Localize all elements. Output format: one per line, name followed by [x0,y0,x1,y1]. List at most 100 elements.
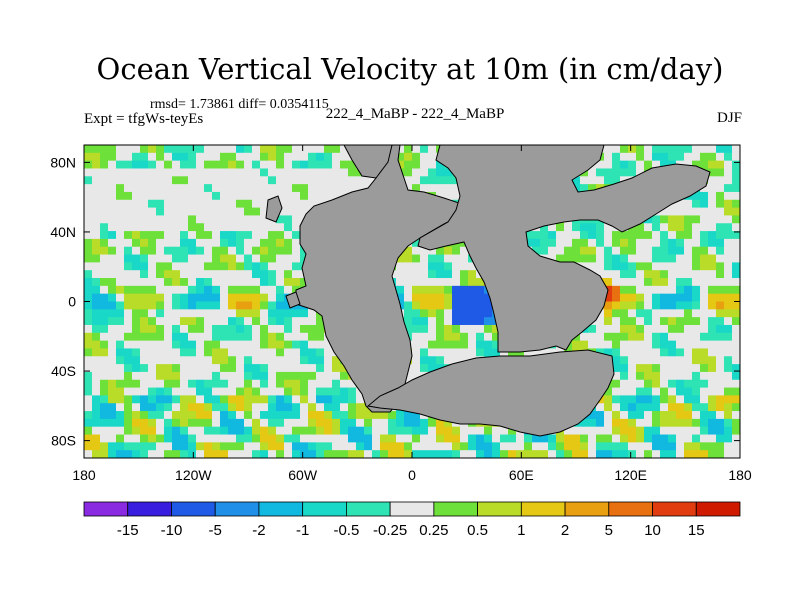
field-cell [252,254,261,263]
field-cell [292,356,301,365]
field-cell [188,371,197,381]
colorbar-swatch [127,501,172,517]
field-cell [628,364,637,373]
field-cell [660,426,669,436]
field-cell [380,434,389,443]
field-cell [204,364,213,373]
field-cell [196,184,205,193]
field-cell [436,246,445,256]
field-cell [244,309,253,318]
field-cell [644,246,653,256]
field-cell [220,215,229,224]
field-cell [180,184,189,193]
field-cell [708,442,717,451]
field-cell [420,301,429,310]
field-cell [124,168,133,177]
field-cell [156,317,165,326]
field-cell [292,215,301,224]
field-cell [268,364,277,373]
field-cell [596,332,605,342]
field-cell [684,254,693,263]
field-cell [180,207,189,217]
field-cell [276,176,285,185]
field-cell [220,324,229,334]
field-cell [252,293,261,303]
field-cell [676,262,685,271]
field-cell [628,262,637,271]
field-cell [140,317,149,326]
field-cell [204,309,213,318]
field-cell [692,364,701,373]
field-cell [180,348,189,357]
field-cell [188,160,197,170]
field-cell [220,309,229,318]
field-cell [548,450,557,458]
field-cell [340,442,349,451]
field-cell [660,301,669,310]
field-cell [308,450,317,458]
field-cell [124,434,133,443]
field-cell [596,418,605,428]
field-cell [284,160,293,170]
field-cell [580,332,589,342]
field-cell [132,152,141,162]
field-cell [300,411,309,420]
field-cell [316,418,325,428]
field-cell [252,285,261,295]
field-cell [412,285,421,295]
field-cell [484,442,493,451]
field-cell [284,340,293,350]
colorbar-label: 1 [517,522,525,539]
field-cell [612,152,621,162]
field-cell [140,215,149,224]
field-cell [180,160,189,170]
field-cell [692,356,701,365]
field-cell [108,301,117,310]
field-cell [692,238,701,248]
field-cell [444,285,453,295]
field-cell [684,411,693,420]
field-cell [300,145,309,154]
field-cell [412,442,421,451]
field-cell [348,160,357,170]
field-cell [180,317,189,326]
field-cell [340,426,349,436]
field-cell [204,395,213,404]
field-cell [300,309,309,318]
field-cell [92,434,101,443]
field-cell [548,254,557,263]
field-cell [108,340,117,350]
field-cell [132,434,141,443]
field-cell [148,223,157,232]
field-cell [300,418,309,428]
field-cell [420,348,429,357]
field-cell [668,450,677,458]
field-cell [84,309,93,318]
field-cell [100,278,109,287]
field-cell [204,215,213,224]
field-cell [724,223,733,232]
field-cell [404,270,413,279]
field-cell [164,340,173,350]
field-cell [308,395,317,404]
field-cell [468,332,477,342]
field-cell [244,426,253,436]
field-cell [196,262,205,271]
field-cell [716,231,725,240]
field-cell [260,324,269,334]
field-cell [220,160,229,170]
field-cell [156,371,165,381]
field-cell [204,411,213,420]
field-cell [500,450,509,458]
field-cell [716,403,725,412]
field-cell [156,364,165,373]
field-cell [628,324,637,334]
field-cell [468,348,477,357]
field-cell [428,246,437,256]
field-cell [252,450,261,458]
field-cell [604,317,613,326]
field-cell [612,411,621,420]
field-cell [196,152,205,162]
field-cell [708,379,717,389]
field-cell [732,246,740,256]
